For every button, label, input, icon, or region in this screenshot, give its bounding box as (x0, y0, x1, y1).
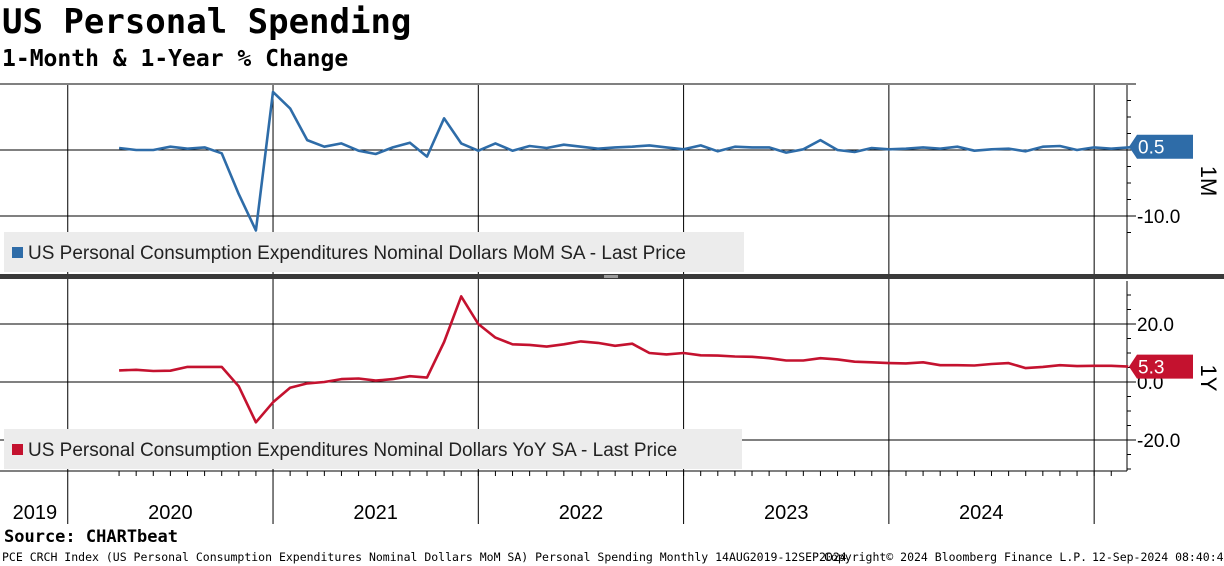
chart-subtitle: 1-Month & 1-Year % Change (2, 46, 349, 72)
y-tick-label: -10.0 (1137, 207, 1180, 228)
legend-swatch (12, 247, 23, 258)
x-year-label: 2023 (764, 502, 809, 524)
legend-swatch (12, 444, 23, 455)
last-value-label: 5.3 (1138, 358, 1164, 379)
series-line-yoy (119, 295, 1129, 424)
y-tick-label: 20.0 (1137, 315, 1174, 336)
source-label: Source: CHARTbeat (4, 527, 178, 547)
legend-label: US Personal Consumption Expenditures Nom… (28, 440, 677, 461)
last-value-flag (1129, 134, 1193, 159)
panel-label: 1M (1196, 166, 1221, 197)
x-year-label: 2024 (959, 502, 1004, 524)
legend-box (4, 429, 742, 469)
x-year-label: 2019 (13, 502, 58, 524)
panel-label: 1Y (1196, 365, 1221, 392)
footer-copyright: Copyright© 2024 Bloomberg Finance L.P. (824, 550, 1088, 564)
footer-timestamp: 12-Sep-2024 08:40:45 (1092, 550, 1224, 564)
chart-title: US Personal Spending (2, 2, 412, 42)
x-year-label: 2020 (148, 502, 193, 524)
legend-label: US Personal Consumption Expenditures Nom… (28, 243, 686, 264)
series-line-mom (118, 90, 1146, 232)
x-year-label: 2022 (559, 502, 604, 524)
footer-description: PCE CRCH Index (US Personal Consumption … (2, 550, 847, 564)
panel-mom: -10.0 0.5 1M US Personal Consumption Expend… (0, 83, 1221, 275)
divider-handle (604, 275, 618, 278)
x-year-label: 2021 (353, 502, 398, 524)
last-value-label: 0.5 (1138, 138, 1164, 159)
last-value-flag (1129, 354, 1193, 379)
legend-box (4, 232, 744, 272)
chart-area: -10.0 0.5 1M US Personal Consumption Expend… (0, 83, 1224, 524)
y-tick-label: -20.0 (1137, 431, 1180, 452)
